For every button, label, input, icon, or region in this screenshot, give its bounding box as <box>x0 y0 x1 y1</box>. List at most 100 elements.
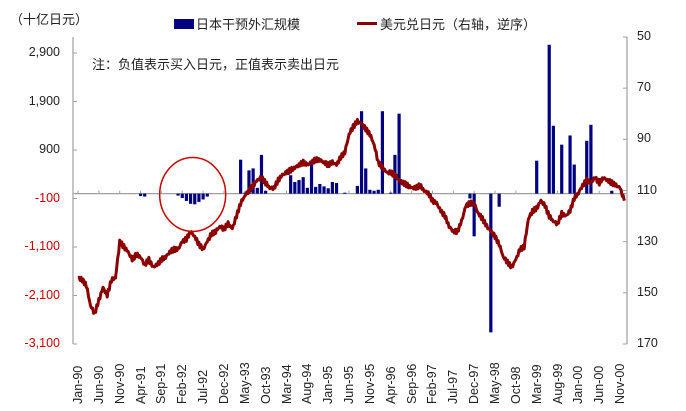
left-axis-tick-label: -100 <box>34 190 60 205</box>
intervention-bar <box>197 193 201 202</box>
intervention-bar <box>368 189 372 194</box>
intervention-bar <box>359 111 364 194</box>
intervention-bar <box>389 192 393 194</box>
intervention-bar <box>547 44 551 194</box>
intervention-bar <box>205 193 209 197</box>
intervention-bar <box>372 190 376 194</box>
intervention-bar <box>247 170 251 194</box>
intervention-bar <box>343 192 347 194</box>
left-axis-tick-label: -1,100 <box>24 239 60 253</box>
intervention-bar <box>355 185 359 194</box>
intervention-bar <box>589 124 593 194</box>
x-axis-tick-label: Aug-99 <box>550 363 565 404</box>
intervention-bar <box>568 135 572 194</box>
intervention-bar <box>610 190 614 194</box>
intervention-bar <box>193 193 197 205</box>
x-axis-tick-label: Mar-94 <box>279 364 294 404</box>
x-axis-tick-label: Feb-97 <box>425 364 440 404</box>
x-axis-tick-label: Jan-00 <box>571 365 586 404</box>
intervention-bar <box>289 175 293 194</box>
intervention-bar <box>585 140 589 194</box>
intervention-bar <box>468 193 472 199</box>
x-axis-tick-label: Jan-95 <box>321 365 336 404</box>
x-axis-tick-label: Nov-00 <box>613 363 628 404</box>
intervention-bar <box>535 160 539 194</box>
intervention-bar <box>318 183 322 194</box>
x-axis-tick-label: Dec-97 <box>467 363 482 404</box>
intervention-bar <box>334 182 339 194</box>
right-axis-tick-label: 170 <box>637 336 658 350</box>
left-axis-tick-label: 1,900 <box>28 93 60 108</box>
x-axis-tick-label: Sep-96 <box>404 363 419 404</box>
intervention-bar <box>297 180 301 194</box>
intervention-bar <box>376 189 380 194</box>
usdjpy-line <box>77 118 626 315</box>
left-axis-tick-label: -2,100 <box>24 287 60 302</box>
intervention-bar <box>489 193 493 333</box>
legend-item-intervention: 日本干预外汇规模 <box>174 14 300 33</box>
left-axis-tick-label: -3,100 <box>24 336 60 350</box>
intervention-bar <box>259 154 264 194</box>
x-axis-tick-label: Jun-00 <box>592 365 607 404</box>
intervention-bar <box>309 164 314 194</box>
right-axis-tick-label: 130 <box>637 233 658 248</box>
intervention-bar <box>380 111 385 194</box>
x-axis-tick-label: Nov-95 <box>362 363 377 404</box>
x-axis-tick-label: Jul-92 <box>196 369 211 404</box>
x-axis-tick-label: Apr-96 <box>383 366 398 404</box>
right-axis-tick-label: 110 <box>637 182 657 197</box>
legend-label-intervention: 日本干预外汇规模 <box>196 17 301 32</box>
intervention-bar <box>184 193 189 201</box>
intervention-bar <box>497 193 501 207</box>
x-axis-tick-label: Feb-92 <box>175 364 190 404</box>
right-axis-tick-label: 150 <box>637 284 658 299</box>
intervention-bar <box>255 187 259 194</box>
intervention-bar <box>301 177 305 194</box>
intervention-bar <box>188 193 193 204</box>
x-axis-tick-label: Dec-92 <box>216 363 231 404</box>
x-axis-tick-label: Jun-90 <box>91 365 106 404</box>
x-axis-tick-label: Oct-93 <box>258 366 273 404</box>
intervention-bar <box>176 193 180 196</box>
intervention-bar <box>572 164 576 194</box>
intervention-bar <box>314 186 318 194</box>
intervention-bar <box>251 168 255 194</box>
annotation-circle <box>158 156 227 233</box>
legend-item-usdjpy: 美元兑日元（右轴，逆序） <box>357 14 536 33</box>
x-axis-tick-label: Sep-91 <box>154 363 169 404</box>
legend-label-usdjpy: 美元兑日元（右轴，逆序） <box>380 17 537 32</box>
intervention-bar <box>264 190 268 194</box>
x-axis-tick-label: Apr-91 <box>133 366 148 404</box>
x-axis-tick-label: Mar-99 <box>529 364 544 404</box>
x-axis-tick-label: Oct-98 <box>508 366 523 404</box>
left-axis-tick-label: 900 <box>39 142 60 156</box>
x-axis-tick-label: May-93 <box>237 362 252 404</box>
legend-bar-swatch-icon <box>174 18 194 29</box>
intervention-bar <box>397 113 401 194</box>
intervention-bar <box>472 193 476 237</box>
right-axis-tick-label: 50 <box>637 29 651 43</box>
intervention-bar <box>551 125 555 194</box>
intervention-bar <box>293 182 297 194</box>
intervention-bar <box>180 193 184 199</box>
right-axis-tick-label: 90 <box>637 131 651 146</box>
right-axis-tick-label: 70 <box>637 80 651 95</box>
intervention-bar <box>330 182 334 194</box>
x-axis-tick-label: Jul-97 <box>446 369 461 404</box>
left-axis-tick-label: 2,900 <box>28 45 60 59</box>
intervention-bar <box>305 187 309 194</box>
left-axis-unit-label: （十亿日元） <box>10 12 89 27</box>
intervention-bar <box>201 193 205 200</box>
intervention-bar <box>364 168 368 194</box>
x-axis-tick-label: Nov-90 <box>112 363 127 404</box>
intervention-bar <box>143 193 147 197</box>
x-axis-tick-label: Jun-95 <box>342 365 357 404</box>
intervention-bar <box>239 159 243 194</box>
x-axis-tick-label: Aug-94 <box>300 363 315 404</box>
chart-note: 注：负值表示买入日元，正值表示卖出日元 <box>92 57 340 72</box>
intervention-bar <box>138 193 143 197</box>
intervention-bar <box>326 188 330 194</box>
x-axis-tick-label: Jan-90 <box>71 365 85 404</box>
